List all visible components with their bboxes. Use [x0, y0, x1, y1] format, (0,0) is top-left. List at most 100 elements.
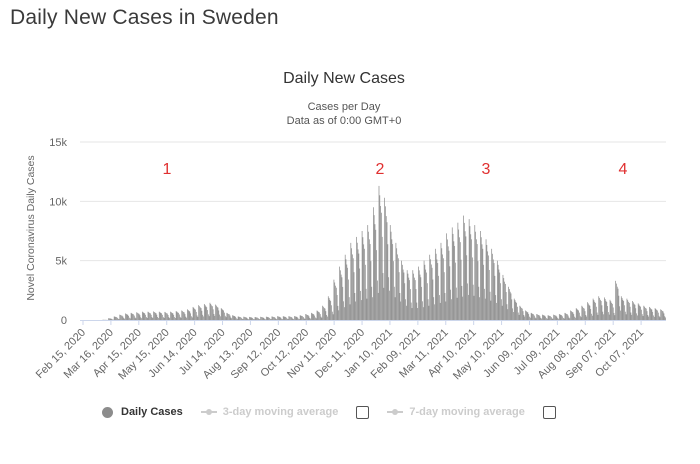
bar: [118, 319, 120, 320]
bar: [426, 272, 427, 320]
bar: [321, 317, 323, 320]
bar: [389, 225, 391, 320]
bar: [600, 301, 602, 320]
bar: [391, 239, 393, 320]
bar: [256, 317, 257, 320]
legend-item-3-day-average[interactable]: 3-day moving average: [200, 405, 370, 419]
bar: [351, 248, 352, 320]
bar: [557, 318, 559, 320]
bar: [648, 316, 650, 320]
bar: [628, 302, 630, 320]
bar: [633, 302, 634, 320]
bar: [589, 305, 591, 320]
bar: [255, 317, 257, 320]
bar: [591, 315, 593, 320]
bar: [639, 305, 641, 320]
bar: [555, 315, 557, 320]
bar: [265, 316, 267, 320]
bar: [360, 290, 361, 320]
bar: [308, 316, 310, 320]
bar: [179, 314, 180, 320]
bar: [470, 234, 472, 320]
legend-item-daily-cases[interactable]: Daily Cases: [102, 406, 183, 418]
bar: [477, 261, 479, 320]
bar: [257, 317, 258, 320]
bar: [660, 309, 662, 320]
bar: [182, 311, 183, 320]
bar: [576, 308, 578, 320]
bar: [638, 304, 640, 320]
checkbox-7-day-average[interactable]: [542, 405, 556, 419]
bar: [337, 305, 339, 320]
bar: [467, 283, 468, 320]
bar: [387, 244, 389, 320]
bar: [110, 318, 112, 320]
bar: [216, 306, 218, 320]
bar: [171, 312, 173, 320]
bar: [496, 260, 498, 320]
bar: [229, 315, 231, 320]
bar: [500, 283, 501, 320]
bar: [476, 244, 478, 320]
bar: [282, 316, 284, 320]
bar: [562, 316, 563, 320]
bar: [483, 264, 484, 320]
bar: [422, 301, 423, 320]
bar: [108, 318, 110, 320]
bar: [624, 311, 626, 320]
bar: [463, 215, 464, 320]
bar: [174, 317, 175, 320]
bar: [418, 270, 420, 320]
bar: [301, 315, 303, 320]
legend-label: Daily Cases: [121, 406, 183, 418]
bar: [178, 312, 179, 320]
bar: [449, 266, 451, 320]
bar: [333, 279, 335, 320]
bar: [214, 315, 216, 320]
chart-subtitle-line1: Cases per Day: [308, 101, 381, 113]
bar: [432, 279, 434, 320]
annotation-label: 1: [163, 161, 172, 178]
bar: [132, 313, 134, 320]
bar: [614, 315, 616, 320]
bar: [330, 301, 332, 320]
bar: [162, 317, 164, 320]
bar: [352, 258, 354, 320]
legend-item-7-day-average[interactable]: 7-day moving average: [387, 405, 556, 419]
bar: [395, 242, 397, 320]
checkbox-3-day-average[interactable]: [356, 405, 370, 419]
bar: [398, 272, 400, 320]
bar: [332, 314, 334, 320]
bar: [645, 307, 646, 320]
bar: [288, 316, 290, 320]
bar: [550, 317, 552, 320]
bar: [327, 296, 329, 320]
bar: [541, 318, 542, 320]
bar: [285, 316, 286, 320]
bar: [517, 312, 519, 320]
bar: [506, 304, 508, 320]
bar: [580, 317, 582, 320]
bar: [627, 300, 629, 320]
bar: [177, 312, 179, 320]
bar: [270, 319, 272, 320]
bar: [617, 288, 619, 320]
bar: [271, 316, 273, 320]
bar: [542, 314, 543, 320]
bar: [512, 308, 513, 320]
bar: [523, 315, 525, 320]
bar: [318, 311, 319, 320]
bar: [413, 273, 414, 320]
bar: [373, 215, 375, 320]
bar: [123, 318, 125, 320]
legend-marker-icon: [102, 406, 113, 418]
bar: [451, 299, 452, 320]
y-tick-label: 10k: [49, 196, 67, 208]
bar: [462, 296, 464, 320]
bar: [430, 264, 432, 320]
bar: [519, 305, 521, 320]
bar: [160, 312, 162, 320]
bar: [152, 318, 154, 320]
bar: [401, 264, 403, 320]
